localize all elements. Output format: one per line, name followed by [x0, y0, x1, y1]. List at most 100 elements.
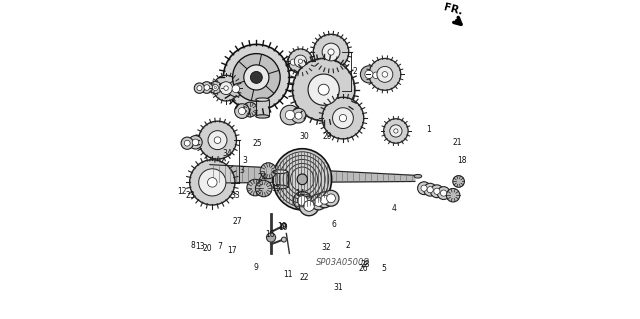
Circle shape [313, 34, 349, 70]
Circle shape [322, 43, 340, 61]
Text: 34: 34 [223, 149, 232, 159]
Circle shape [383, 119, 408, 143]
Circle shape [197, 85, 202, 91]
Text: 2: 2 [345, 241, 350, 250]
Circle shape [260, 163, 276, 179]
Ellipse shape [256, 98, 269, 101]
Text: 32: 32 [321, 243, 331, 252]
Ellipse shape [273, 149, 332, 210]
Circle shape [232, 54, 280, 101]
Circle shape [189, 160, 235, 205]
Circle shape [369, 69, 383, 82]
Circle shape [204, 85, 209, 90]
Text: 22: 22 [300, 273, 310, 282]
Circle shape [318, 84, 329, 95]
Circle shape [292, 58, 355, 121]
Text: 33: 33 [230, 191, 240, 200]
Circle shape [247, 179, 264, 196]
Circle shape [291, 59, 296, 65]
Circle shape [244, 65, 269, 90]
Circle shape [243, 102, 257, 117]
Circle shape [285, 110, 294, 120]
Circle shape [418, 182, 431, 195]
Circle shape [181, 137, 193, 149]
Circle shape [308, 74, 339, 105]
Circle shape [223, 44, 289, 110]
Circle shape [201, 82, 212, 93]
Ellipse shape [256, 115, 269, 118]
Circle shape [184, 140, 190, 146]
Circle shape [427, 187, 433, 193]
Circle shape [299, 196, 319, 216]
Circle shape [288, 49, 313, 73]
Text: SP03A0500B: SP03A0500B [316, 258, 370, 267]
Circle shape [322, 97, 364, 139]
Circle shape [209, 81, 221, 94]
Circle shape [365, 70, 373, 78]
Circle shape [266, 233, 276, 242]
Ellipse shape [273, 170, 287, 174]
Circle shape [282, 223, 286, 228]
Text: 23: 23 [186, 191, 195, 200]
Circle shape [310, 194, 326, 210]
Text: 17: 17 [227, 246, 237, 256]
Circle shape [287, 56, 300, 69]
Circle shape [298, 196, 308, 206]
Text: 5: 5 [382, 264, 387, 273]
Text: 6: 6 [332, 220, 337, 229]
Circle shape [317, 192, 333, 208]
Circle shape [195, 83, 205, 93]
Text: 20: 20 [203, 244, 212, 253]
Circle shape [228, 81, 244, 97]
Ellipse shape [273, 185, 287, 189]
Circle shape [303, 201, 314, 211]
Circle shape [214, 137, 221, 144]
Circle shape [294, 55, 307, 67]
Circle shape [314, 197, 323, 206]
Circle shape [214, 86, 216, 89]
Text: 8: 8 [191, 241, 196, 250]
Text: 26: 26 [358, 264, 367, 273]
Text: 3: 3 [242, 156, 247, 166]
Text: 15: 15 [271, 184, 280, 193]
Bar [256, 100, 269, 116]
Text: 3: 3 [239, 166, 244, 175]
Circle shape [424, 183, 436, 196]
Text: 24: 24 [258, 173, 268, 182]
Circle shape [192, 139, 198, 145]
Text: 29: 29 [323, 132, 332, 141]
Circle shape [326, 194, 335, 203]
Circle shape [339, 115, 347, 122]
Text: 14: 14 [295, 189, 305, 198]
Text: 18: 18 [458, 156, 467, 166]
Circle shape [198, 169, 226, 196]
Text: 31: 31 [333, 283, 342, 292]
Circle shape [232, 85, 239, 93]
Circle shape [280, 105, 300, 125]
Circle shape [369, 58, 401, 90]
Text: 4: 4 [392, 204, 397, 212]
Text: 7: 7 [217, 242, 222, 251]
Circle shape [239, 108, 246, 115]
Circle shape [382, 71, 388, 77]
Circle shape [220, 82, 232, 94]
Circle shape [320, 196, 329, 204]
Circle shape [207, 178, 217, 187]
Circle shape [328, 49, 334, 55]
Circle shape [189, 136, 202, 149]
Text: 13: 13 [195, 242, 205, 251]
Circle shape [323, 190, 339, 206]
Circle shape [255, 180, 272, 197]
Circle shape [333, 108, 353, 129]
Circle shape [372, 72, 380, 78]
Circle shape [212, 85, 218, 91]
Text: 16: 16 [266, 230, 275, 239]
Circle shape [198, 121, 236, 159]
Circle shape [394, 129, 398, 133]
Text: 11: 11 [283, 270, 292, 279]
Circle shape [440, 190, 447, 196]
Circle shape [452, 176, 465, 187]
Text: 1: 1 [426, 125, 431, 134]
Circle shape [250, 71, 262, 83]
Circle shape [390, 125, 402, 137]
